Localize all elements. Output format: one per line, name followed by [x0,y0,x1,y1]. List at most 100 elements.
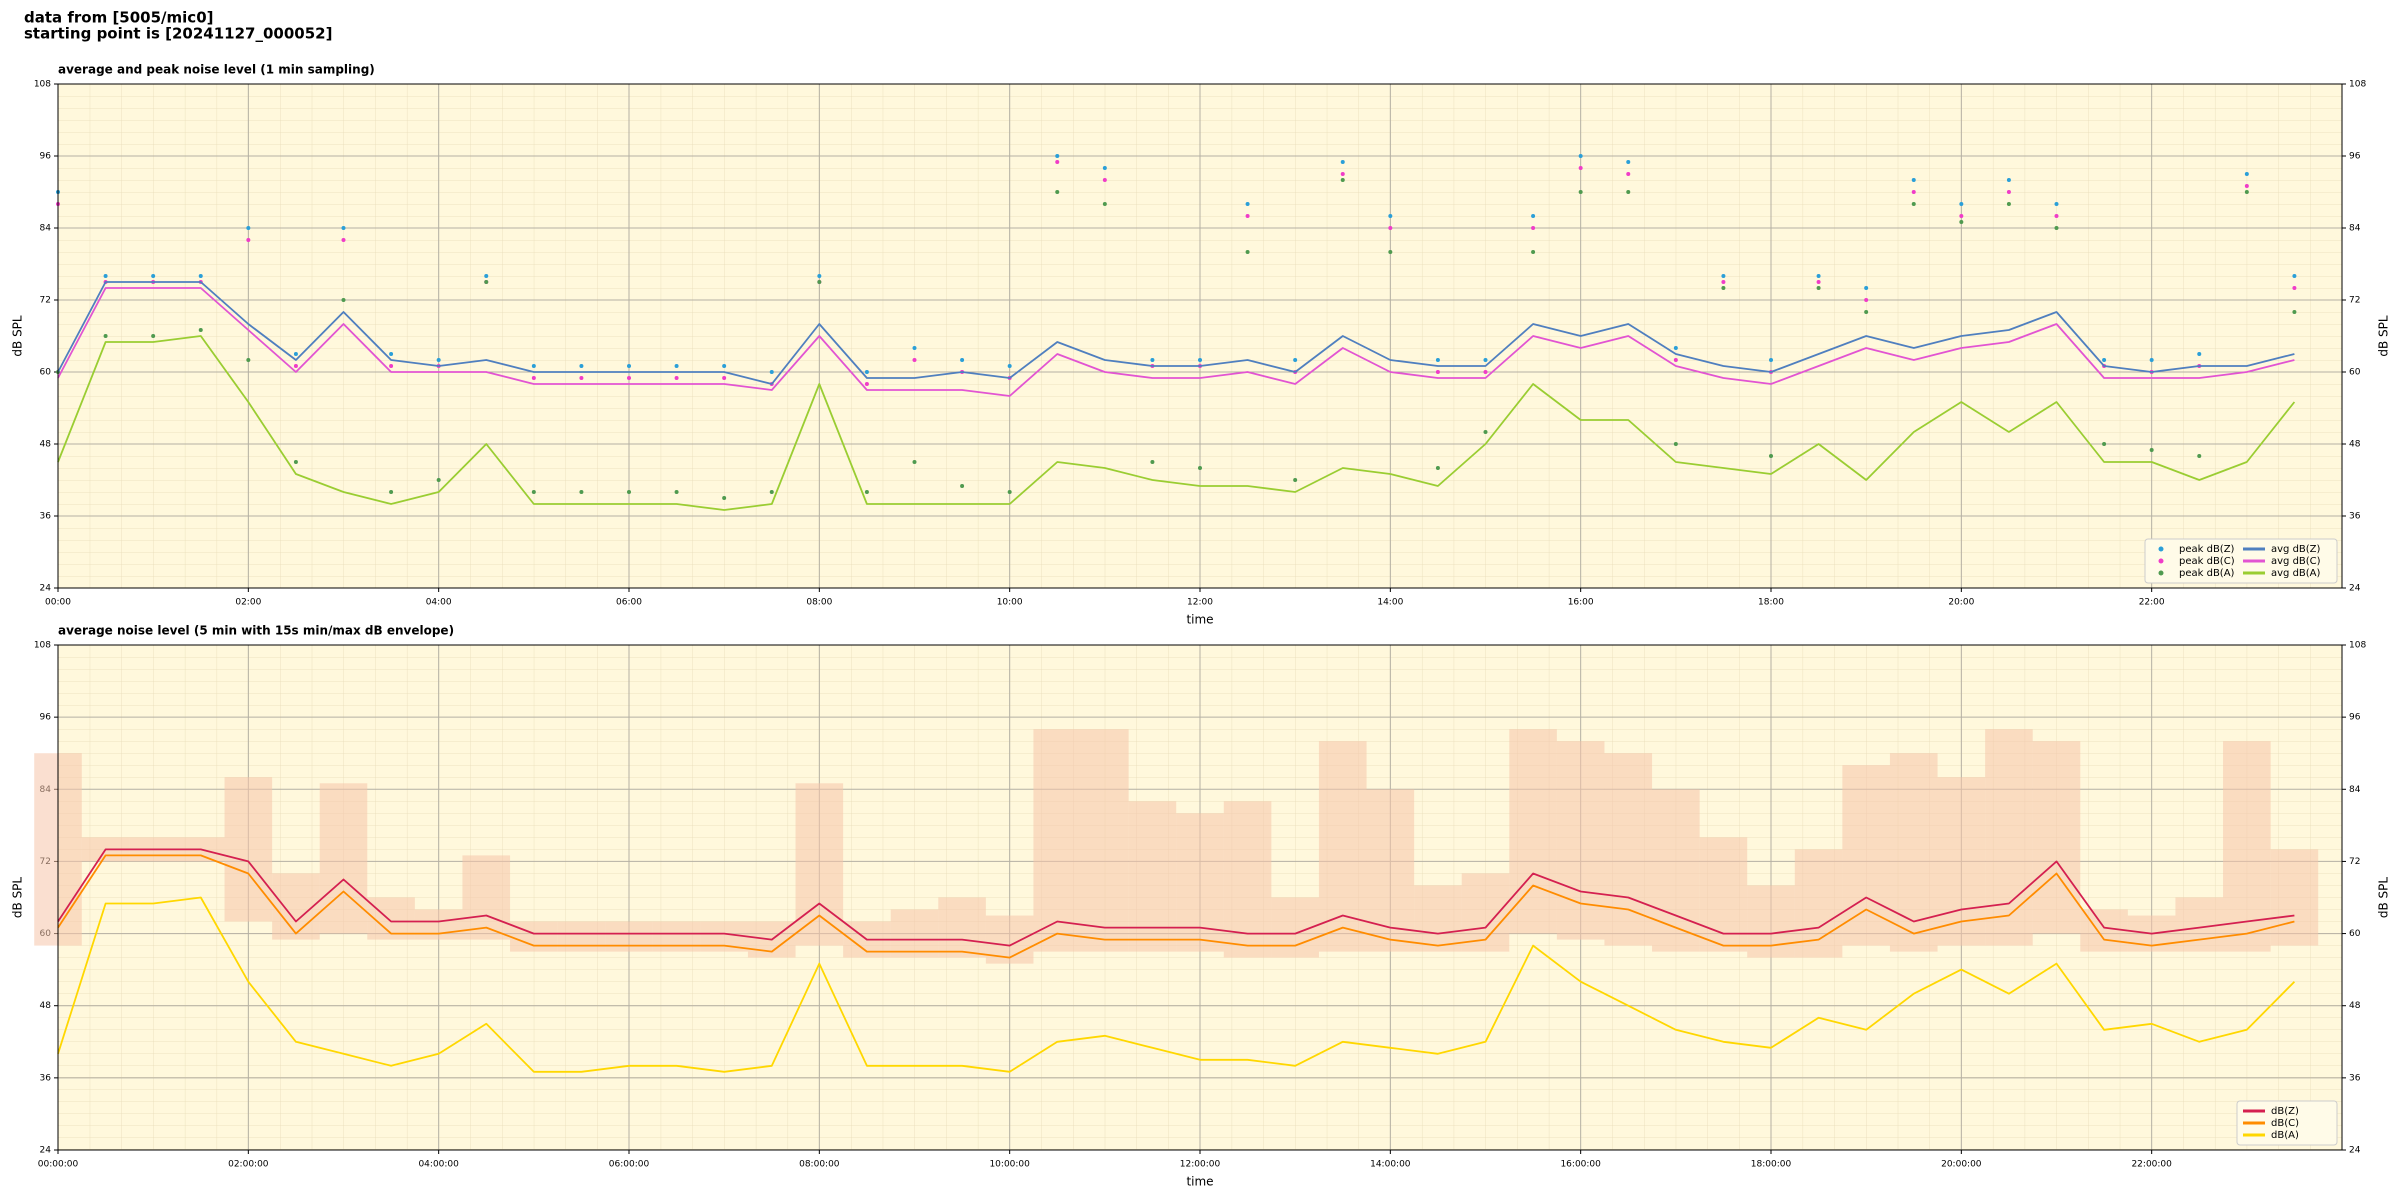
series-line [57,335,2296,511]
legend: peak dB(Z)peak dB(C)peak dB(A)avg dB(Z)a… [2144,538,2338,584]
y-tick-label: 96 [40,152,52,162]
x-tick-label: 22:00:00 [2131,1160,2172,1170]
peak-point [1816,274,1821,278]
peak-point [1721,274,1726,278]
envelope-band [1652,789,1700,952]
x-tick-label: 02:00:00 [228,1160,269,1170]
peak-point [1150,460,1155,464]
peak-point [436,478,441,482]
peak-point [1816,280,1821,284]
envelope-band [795,783,844,946]
plot-frame [57,83,2343,589]
peak-point [1911,202,1916,206]
x-tick-label: 04:00:00 [418,1160,459,1170]
peak-point [1245,250,1250,254]
peak-point [2149,448,2154,452]
envelope-band [224,777,273,922]
peak-point [1578,166,1583,170]
peak-point [1578,190,1583,194]
legend: dB(Z)dB(C)dB(A) [2236,1100,2338,1146]
legend-marker [2158,570,2164,576]
peak-point [2244,190,2249,194]
peak-point [1483,370,1488,374]
peak-point [198,274,203,278]
peak-point [2006,178,2011,182]
peak-point [341,298,346,302]
envelope-band [1747,885,1795,958]
peak-point [579,490,584,494]
peak-point [769,370,774,374]
peak-point [1388,226,1393,230]
x-tick-label: 12:00 [1187,598,1213,608]
y-axis-label: dB SPL [2377,315,2391,357]
peak-point [722,364,727,368]
peak-point [1626,160,1631,164]
chart-title: average noise level (5 min with 15s min/… [58,624,454,638]
legend-label: avg dB(Z) [2271,544,2321,555]
peak-point [722,376,727,380]
peak-point [1531,214,1536,218]
peak-point [293,364,298,368]
legend-label: peak dB(C) [2179,556,2235,567]
legend-label: dB(C) [2271,1118,2299,1129]
peak-point [1864,286,1869,290]
peak-point [389,490,394,494]
peak-point [864,370,869,374]
peak-point [389,352,394,356]
header-line: starting point is [20241127_000052] [24,25,332,43]
x-tick-label: 22:00 [2139,598,2165,608]
peak-point [1721,286,1726,290]
peak-point [293,460,298,464]
peak-point [2244,184,2249,188]
y-tick-label: 48 [40,440,52,450]
y-tick-label: 48 [2349,440,2361,450]
x-axis-label: time [1186,1175,1213,1189]
peak-point [722,496,727,500]
peak-point [1769,454,1773,458]
x-tick-label: 04:00 [426,598,452,608]
envelope-band [700,921,748,952]
peak-point [436,358,441,362]
peak-point [1959,202,1964,206]
peak-point [293,352,298,356]
x-tick-label: 12:00:00 [1180,1160,1221,1170]
peak-point [2054,214,2059,218]
peak-point [960,358,965,362]
envelope-band [1509,729,1557,934]
envelope-band [1556,741,1605,940]
envelope-band [510,921,558,952]
x-tick-label: 06:00 [616,598,642,608]
peak-point [2197,454,2202,458]
peak-point [1483,358,1488,362]
x-tick-label: 14:00:00 [1370,1160,1411,1170]
plot-frame [57,644,2343,1151]
x-tick-label: 18:00:00 [1751,1160,1792,1170]
peak-point [674,490,679,494]
peak-point [912,346,917,350]
peak-point [1007,364,1012,368]
peak-point [246,238,251,242]
peak-point [103,334,108,338]
peak-point [1959,214,1964,218]
x-tick-label: 00:00 [45,598,71,608]
chart-title: average and peak noise level (1 min samp… [58,63,375,77]
envelope-band [2270,849,2319,946]
y-axis-label: dB SPL [11,877,25,919]
peak-point [1626,190,1631,194]
peak-point [151,334,156,338]
envelope-band [1176,813,1224,952]
peak-point [1340,172,1345,176]
peak-point [531,376,536,380]
peak-point [2102,442,2107,446]
x-tick-label: 10:00 [997,598,1023,608]
y-tick-label: 96 [2349,713,2361,723]
peak-point [864,382,869,386]
peak-point [2054,202,2059,206]
envelope-band [1414,885,1462,952]
y-tick-label: 84 [2349,224,2361,234]
peak-point [579,364,584,368]
y-tick-label: 24 [2349,1146,2361,1156]
y-tick-label: 24 [2349,584,2361,594]
peak-point [960,484,965,488]
